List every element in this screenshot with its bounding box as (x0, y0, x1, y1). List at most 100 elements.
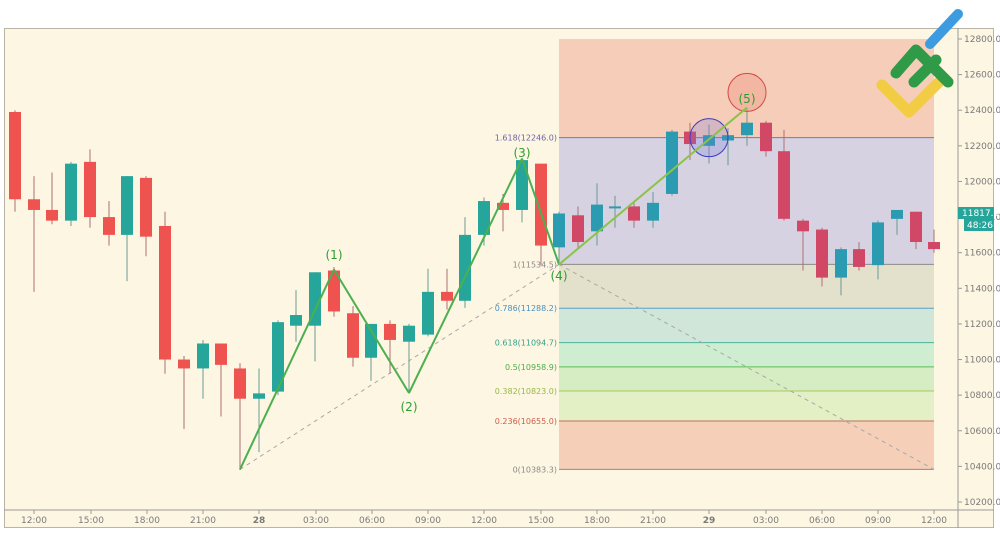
elliott-wave-labels: (1) (2) (3) (4) (5) (326, 92, 756, 414)
time-tick-label: 03:00 (753, 516, 779, 526)
bullish-candle (872, 222, 884, 266)
bearish-candle (103, 217, 115, 235)
time-tick-label: 06:00 (809, 516, 835, 526)
time-tick-label: 12:00 (471, 516, 497, 526)
bullish-candle (591, 204, 603, 232)
time-tick-label: 15:00 (78, 516, 104, 526)
wave-segment[interactable] (408, 158, 523, 394)
bullish-candle (647, 202, 659, 221)
bearish-candle (816, 229, 828, 278)
price-tick-label: 11000.0 (964, 356, 1000, 366)
bearish-candle (760, 122, 772, 152)
bullish-candle (609, 206, 621, 209)
price-axis[interactable]: 12800.012600.012400.012200.012000.011800… (958, 35, 1000, 508)
current-price-tag: 11817.0 48:26 (958, 207, 999, 231)
time-tick-label: 15:00 (528, 516, 554, 526)
bullish-candle (553, 213, 565, 248)
bullish-candle (197, 343, 209, 369)
time-tick-label: 09:00 (865, 516, 891, 526)
bearish-candle (384, 323, 396, 340)
fib-level-label: 0.382(10823.0) (495, 387, 557, 396)
bullish-candle (365, 323, 377, 358)
bullish-candle (422, 291, 434, 335)
fib-level-label: 0.236(10655.0) (495, 417, 557, 426)
price-tick-label: 10800.0 (964, 391, 1000, 401)
bullish-candle (835, 249, 847, 278)
fib-zone (559, 137, 934, 265)
price-tick-label: 11600.0 (964, 249, 1000, 259)
dashed-trend-line (239, 264, 560, 470)
bearish-candle (628, 206, 640, 221)
fib-zone (559, 342, 934, 367)
bearish-candle (778, 151, 790, 219)
highlight-circle (727, 72, 767, 112)
price-tick-label: 10200.0 (964, 498, 1000, 508)
wave-label: (2) (401, 400, 418, 414)
time-tick-label: 28 (253, 516, 266, 526)
bullish-candle (253, 393, 265, 399)
bearish-candle (910, 211, 922, 243)
bullish-candle (272, 322, 284, 392)
bearish-candle (497, 202, 509, 210)
fib-zone (559, 366, 934, 392)
fib-level-label: 0.5(10958.9) (505, 363, 557, 372)
time-tick-label: 12:00 (21, 516, 47, 526)
fib-zone (559, 264, 934, 309)
price-tick-label: 12800.0 (964, 35, 1000, 45)
price-tick-label: 10400.0 (964, 462, 1000, 472)
fibonacci-labels: 1.618(12246.0) 1(11534.5) 0.786(11288.2) 0.… (495, 134, 557, 475)
time-tick-label: 09:00 (415, 516, 441, 526)
bearish-candle (441, 291, 453, 301)
price-tick-label: 11400.0 (964, 284, 1000, 294)
fib-level-label: 0.786(11288.2) (495, 304, 557, 313)
time-axis[interactable]: 12:00 15:00 18:00 21:00 28 03:00 06:00 09:00 12:… (21, 510, 947, 526)
time-tick-label: 29 (703, 516, 716, 526)
bullish-candle (666, 131, 678, 194)
bearish-candle (46, 209, 58, 221)
logo-green-bar-icon (908, 54, 942, 88)
wave-label: (4) (551, 269, 568, 283)
wave-segment[interactable] (239, 269, 335, 470)
wave-segment[interactable] (333, 269, 410, 394)
bullish-candle (741, 122, 753, 136)
wave-segment[interactable] (521, 158, 560, 265)
price-tick-label: 12600.0 (964, 71, 1000, 81)
logo-green-chevron-icon (890, 44, 954, 88)
fib-zone (559, 391, 934, 421)
bearish-candle (28, 199, 40, 210)
fibonacci-zones (559, 39, 934, 470)
time-tick-label: 03:00 (303, 516, 329, 526)
bearish-candle (853, 249, 865, 267)
bearish-candle (159, 225, 171, 360)
bearish-candle (215, 343, 227, 365)
bullish-candle (516, 160, 528, 210)
price-tick-label: 11200.0 (964, 320, 1000, 330)
bullish-candle (891, 209, 903, 219)
time-tick-label: 12:00 (921, 516, 947, 526)
bearish-candle (928, 242, 940, 250)
wave-label: (3) (514, 146, 531, 160)
price-tick-label: 12000.0 (964, 177, 1000, 187)
price-tag-bg (958, 207, 994, 219)
current-price-value: 11817.0 (962, 209, 999, 219)
fib-level-label: 0.618(11094.7) (495, 339, 557, 348)
time-tick-label: 21:00 (190, 516, 216, 526)
time-tick-label: 18:00 (584, 516, 610, 526)
bullish-candle (290, 315, 302, 326)
bearish-candle (572, 215, 584, 243)
elliott-wave-lines[interactable] (239, 106, 748, 470)
wave-segment[interactable] (558, 106, 748, 266)
price-tick-label: 10600.0 (964, 427, 1000, 437)
time-tick-label: 06:00 (359, 516, 385, 526)
brand-logo (876, 9, 963, 118)
bullish-candle (478, 201, 490, 235)
bearish-candle (9, 112, 21, 200)
bearish-candle (178, 359, 190, 369)
fib-zone (559, 420, 934, 470)
fib-level-label: 0(10383.3) (513, 465, 557, 474)
bullish-candle (309, 272, 321, 326)
logo-yellow-chevron-icon (876, 73, 948, 118)
bearish-candle (140, 177, 152, 237)
bullish-candle (121, 176, 133, 235)
